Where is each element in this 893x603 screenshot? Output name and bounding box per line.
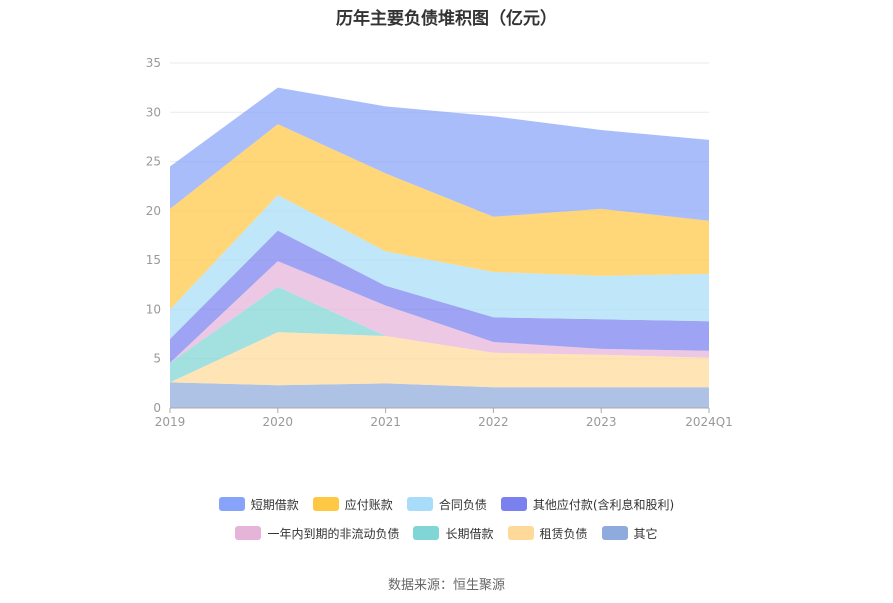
- area-series-6[interactable]: [170, 124, 709, 310]
- area-series-0[interactable]: [170, 382, 709, 408]
- y-tick-label: 15: [146, 253, 161, 267]
- y-tick-label: 30: [146, 105, 161, 119]
- legend-label: 短期借款: [250, 497, 299, 512]
- legend-item[interactable]: 长期借款: [413, 523, 494, 543]
- area-series-4[interactable]: [170, 230, 709, 363]
- legend-swatch: [218, 497, 245, 511]
- legend-label: 其它: [633, 526, 658, 541]
- legend-label: 长期借款: [445, 526, 494, 541]
- y-tick-label: 10: [146, 302, 161, 316]
- legend-swatch: [312, 497, 339, 511]
- legend-row-1: 短期借款 应付账款 合同负债 其他应付款(含利息和股利): [0, 494, 893, 514]
- y-tick-label: 35: [146, 56, 161, 70]
- x-tick-label: 2019: [155, 415, 186, 429]
- x-tick-label: 2021: [370, 415, 401, 429]
- legend-row-2: 一年内到期的非流动负债 长期借款 租赁负债 其它: [0, 523, 893, 543]
- source-note: 数据来源：恒生聚源: [387, 578, 505, 593]
- area-series-2[interactable]: [170, 286, 709, 383]
- y-tick-label: 0: [153, 401, 161, 415]
- area-series-5[interactable]: [170, 195, 709, 339]
- legend-item[interactable]: 应付账款: [312, 494, 393, 514]
- area-series-1[interactable]: [170, 332, 709, 388]
- x-tick-label: 2022: [478, 415, 509, 429]
- y-tick-label: 20: [146, 204, 161, 218]
- legend-item[interactable]: 其他应付款(含利息和股利): [500, 494, 675, 514]
- legend-swatch: [500, 497, 527, 511]
- x-tick-label: 2020: [263, 415, 294, 429]
- legend-item[interactable]: 一年内到期的非流动负债: [235, 523, 399, 543]
- legend-item[interactable]: 租赁负债: [507, 523, 588, 543]
- area-series: [170, 87, 709, 408]
- y-tick-label: 5: [153, 352, 161, 366]
- legend: 短期借款 应付账款 合同负债 其他应付款(含利息和股利) 一年内到期的非流动负债 长期借…: [0, 494, 893, 552]
- legend-swatch: [235, 526, 262, 540]
- legend-label: 应付账款: [344, 497, 393, 512]
- chart-title: 历年主要负债堆积图（亿元）: [336, 9, 557, 29]
- area-series-3[interactable]: [170, 261, 709, 363]
- x-tick-label: 2023: [586, 415, 617, 429]
- area-series-7[interactable]: [170, 87, 709, 221]
- legend-swatch: [507, 526, 534, 540]
- y-tick-label: 25: [146, 155, 161, 169]
- legend-item[interactable]: 其它: [601, 523, 658, 543]
- legend-label: 其他应付款(含利息和股利): [532, 497, 675, 512]
- legend-label: 租赁负债: [539, 526, 588, 541]
- axes: 0 5 10 15 20 25 30 35 2019 2020 2021 2022 2023 2024Q1: [146, 56, 733, 429]
- legend-swatch: [601, 526, 628, 540]
- x-tick-label: 2024Q1: [685, 415, 733, 429]
- legend-item[interactable]: 短期借款: [218, 494, 299, 514]
- legend-swatch: [406, 497, 433, 511]
- legend-item[interactable]: 合同负债: [406, 494, 487, 514]
- legend-label: 一年内到期的非流动负债: [267, 526, 400, 541]
- legend-label: 合同负债: [438, 497, 487, 512]
- legend-swatch: [413, 526, 440, 540]
